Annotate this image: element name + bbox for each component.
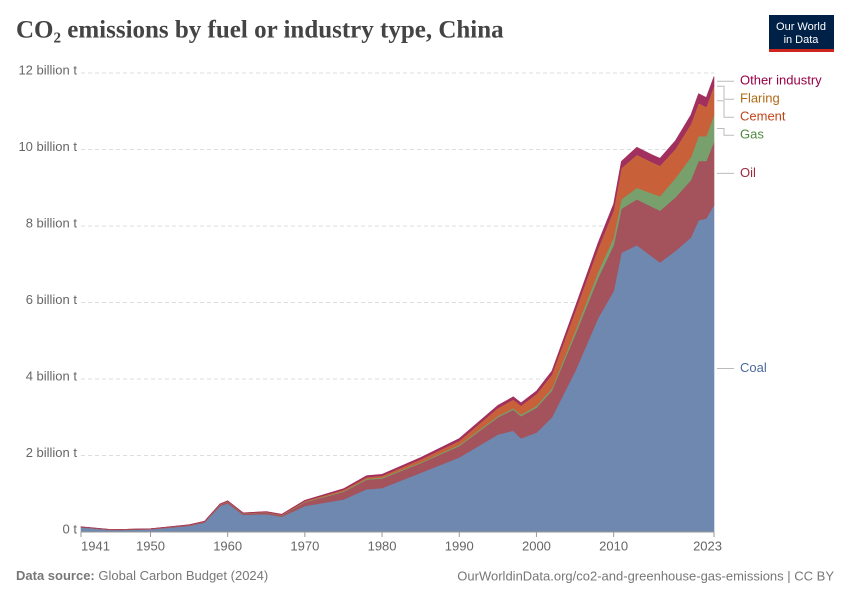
url: OurWorldinData.org/co2-and-greenhouse-ga… [457,568,834,583]
y-tick-label: 8 billion t [26,215,78,230]
chart-title: CO₂ emissions by fuel or industry type, … [16,17,504,44]
leader-line [717,127,734,136]
x-tick-label: 1960 [213,538,242,553]
legend-label: Coal [740,360,767,375]
area [80,76,715,530]
logo-text: Our World [776,21,826,33]
logo-text: in Data [784,34,820,46]
logo [769,15,834,52]
y-tick-label: 0 t [63,521,78,536]
legend-label: Flaring [740,91,780,106]
leader-line [717,85,734,100]
x-tick-label: 2000 [522,538,551,553]
source: Data source: Global Carbon Budget (2024) [16,568,268,583]
x-tick-label: 1990 [445,538,474,553]
y-tick-label: 6 billion t [26,292,78,307]
source-text: Global Carbon Budget (2024) [98,568,268,583]
x-tick-label: 2023 [693,538,722,553]
legend-label: Other industry [740,73,822,88]
x-tick-label: 1941 [81,538,110,553]
y-tick-label: 4 billion t [26,368,78,383]
y-tick-label: 2 billion t [26,445,78,460]
legend-label: Cement [740,109,786,124]
y-tick-label: 12 billion t [18,62,77,77]
source-label: Data source: [16,568,95,583]
legend-label: Oil [740,165,756,180]
y-tick-label: 10 billion t [18,139,77,154]
leader-line [717,100,734,118]
x-tick-label: 1970 [290,538,319,553]
logo-stripe [769,49,834,52]
legend-label: Gas [740,127,764,142]
x-tick-label: 1980 [368,538,397,553]
x-tick-label: 1950 [136,538,165,553]
x-tick-label: 2010 [599,538,628,553]
